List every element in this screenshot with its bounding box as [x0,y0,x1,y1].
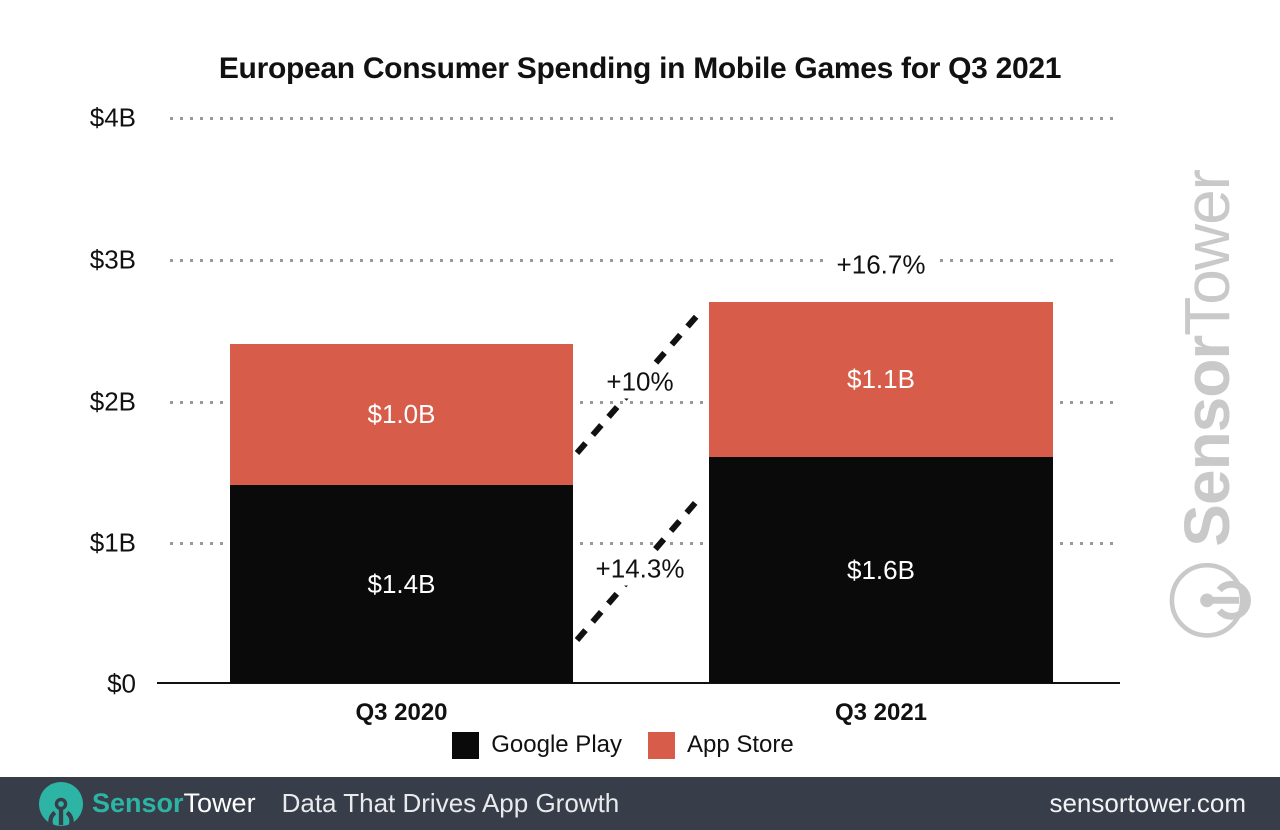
bar-segment-app-store: $1.0B [230,344,573,485]
gridline-4b [170,117,1118,120]
annotation-google-play-growth: +14.3% [583,552,697,586]
footer-brand: SensorTower [92,788,256,818]
y-tick-4b: $4B [89,102,136,133]
x-label-q3-2021: Q3 2021 [834,699,928,726]
legend-swatch-google-play [452,731,480,759]
footer-tagline: Data That Drives App Growth [281,788,620,818]
legend-swatch-app-store [648,731,675,759]
segment-value-label: $1.6B [847,554,915,585]
y-tick-0: $0 [107,668,136,699]
bar-segment-app-store: $1.1B [709,302,1053,457]
bar-segment-google-play: $1.6B [709,457,1053,683]
y-tick-3b: $3B [89,244,136,275]
legend: Google Play App Store [0,731,1260,759]
y-tick-1b: $1B [89,527,136,558]
sensortower-logo-icon [1169,562,1251,638]
segment-value-label: $1.0B [367,399,436,429]
watermark: SensorTower [1147,170,1267,640]
watermark-text: SensorTower [1171,170,1243,547]
x-axis-line [157,682,1120,684]
footer-website-link[interactable]: sensortower.com [1049,788,1246,818]
sensortower-logo-icon [38,781,84,827]
segment-value-label: $1.1B [847,364,915,394]
segment-value-label: $1.4B [367,568,436,599]
legend-label-app-store: App Store [687,731,794,758]
annotation-app-store-growth: +10% [594,365,686,399]
chart-title: European Consumer Spending in Mobile Gam… [218,52,1062,85]
footer-bar: SensorTower Data That Drives App Growth … [0,777,1280,830]
legend-label-google-play: Google Play [491,731,622,758]
annotation-total-growth: +16.7% [824,248,938,282]
x-label-q3-2020: Q3 2020 [355,699,448,726]
bar-segment-google-play: $1.4B [230,485,573,683]
y-tick-2b: $2B [89,386,136,417]
gridline-3b [170,259,1118,262]
